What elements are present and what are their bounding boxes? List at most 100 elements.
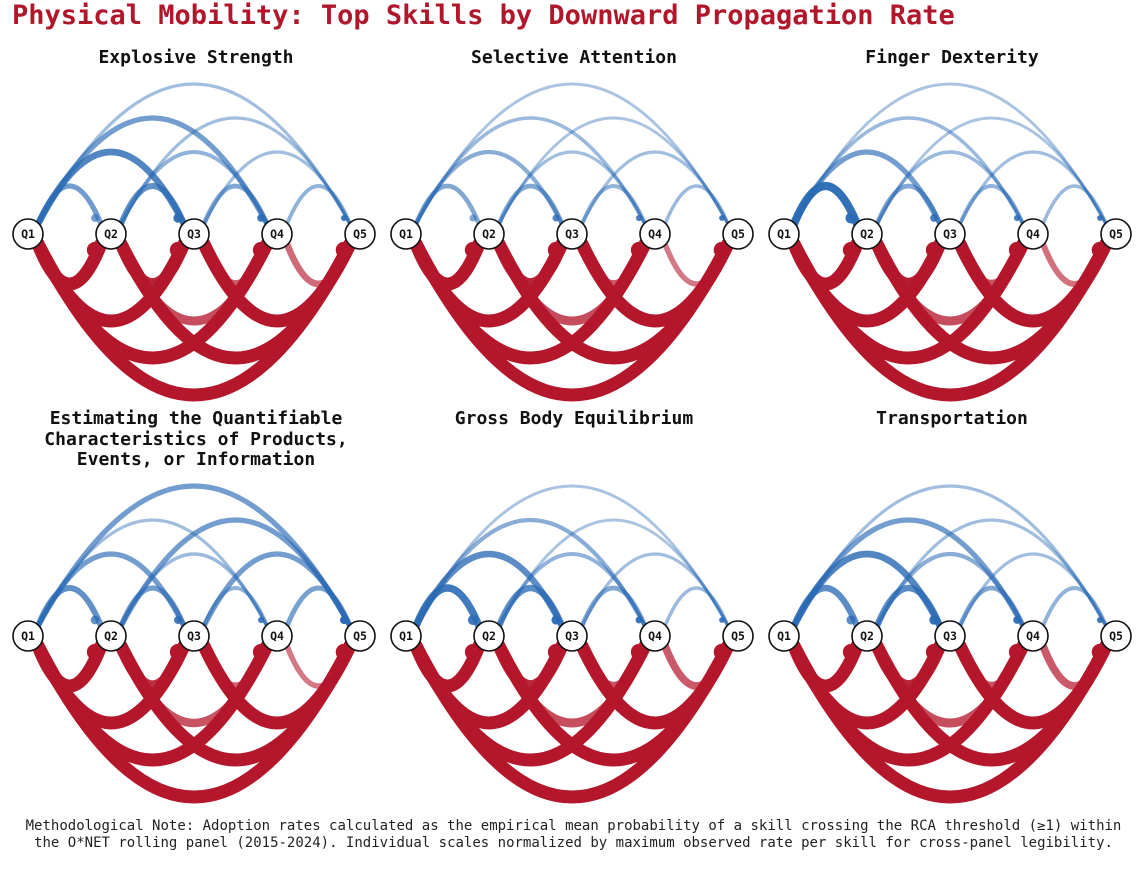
arrowhead-up-q2-q3 <box>552 214 560 222</box>
arc-up-q4-q5 <box>1041 184 1108 226</box>
arrowhead-up-q1-q5 <box>719 617 725 623</box>
arc-up-q4-q5 <box>285 184 352 226</box>
node-q3 <box>934 218 966 250</box>
arrowhead-down-q4-q5 <box>716 646 728 658</box>
node-q1 <box>390 218 422 250</box>
node-label-q5: Q5 <box>353 629 367 643</box>
node-q3 <box>556 218 588 250</box>
panel-2: Q1 Q2 Q3 Q4 Q5 <box>390 82 754 402</box>
arc-down-q4-q5 <box>1039 642 1110 690</box>
arc-down-q3-q4 <box>578 240 649 288</box>
node-label-q2: Q2 <box>860 227 874 241</box>
node-label-q2: Q2 <box>860 629 874 643</box>
arc-up-q4-q5 <box>663 184 730 226</box>
arc-up-q4-q5 <box>284 585 353 629</box>
arc-down-q2-q3 <box>493 640 568 692</box>
methodology-footnote: Methodological Note: Adoption rates calc… <box>25 818 1122 851</box>
node-q2 <box>95 218 127 250</box>
arrowhead-down-q4-q5 <box>1094 646 1106 658</box>
arrowhead-up-q1-q2 <box>845 212 857 224</box>
node-q3 <box>556 620 588 652</box>
arrowhead-up-q2-q3 <box>174 616 182 624</box>
arrowhead-down-q1-q2 <box>464 643 482 661</box>
node-label-q4: Q4 <box>1026 227 1040 241</box>
arrowhead-up-q3-q5 <box>719 215 725 221</box>
arc-down-q3-q4 <box>577 641 650 691</box>
arc-down-q4-q5 <box>662 241 731 287</box>
arc-up-q3-q4 <box>202 586 269 628</box>
node-q2 <box>851 620 883 652</box>
arrowhead-down-q1-q2 <box>86 643 104 661</box>
node-q5 <box>1100 218 1132 250</box>
arc-up-q3-q4 <box>580 184 647 226</box>
node-label-q2: Q2 <box>482 629 496 643</box>
node-label-q5: Q5 <box>353 227 367 241</box>
arrowhead-down-q3-q4 <box>1011 646 1023 658</box>
arrowhead-up-q3-q5 <box>719 617 725 623</box>
node-q1 <box>768 218 800 250</box>
arrowhead-down-q2-q3 <box>548 242 564 258</box>
panel-title-selective-attention: Selective Attention <box>471 47 677 68</box>
arc-down-q4-q5 <box>661 642 732 690</box>
arc-up-q2-q3 <box>496 183 565 227</box>
node-label-q4: Q4 <box>270 629 284 643</box>
node-label-q1: Q1 <box>399 629 413 643</box>
arc-up-q1-q2 <box>413 183 482 227</box>
node-q2 <box>851 218 883 250</box>
arc-down-q2-q3 <box>115 238 190 290</box>
panel-5: Q1 Q2 Q3 Q4 Q5 <box>390 484 754 804</box>
node-label-q2: Q2 <box>482 227 496 241</box>
node-q1 <box>12 620 44 652</box>
node-q1 <box>390 620 422 652</box>
node-label-q3: Q3 <box>187 227 201 241</box>
arc-down-q3-q4 <box>200 240 271 288</box>
arrowhead-down-q3-q4 <box>1011 244 1023 256</box>
arc-up-q2-q3 <box>873 584 944 630</box>
arrowhead-up-q4-q5 <box>1097 215 1103 221</box>
node-q5 <box>722 620 754 652</box>
arc-down-q2-q3 <box>871 640 946 692</box>
arc-down-q1-q2 <box>787 639 864 693</box>
arc-up-q3-q4 <box>958 184 1025 226</box>
arc-down-q2-q3 <box>115 640 190 692</box>
panel-3: Q1 Q2 Q3 Q4 Q5 <box>768 82 1132 402</box>
panel-title-estimating-quantifiable: Estimating the Quantifiable Characterist… <box>44 408 348 470</box>
arc-down-q3-q4 <box>955 641 1028 691</box>
arc-up-q3-q4 <box>579 585 648 629</box>
node-q4 <box>1017 620 1049 652</box>
node-q2 <box>95 620 127 652</box>
arrowhead-up-q2-q5 <box>1097 215 1103 221</box>
arrowhead-down-q1-q2 <box>842 643 860 661</box>
panel-1: Q1 Q2 Q3 Q4 Q5 <box>12 82 376 402</box>
node-label-q1: Q1 <box>21 227 35 241</box>
arrowhead-down-q2-q3 <box>548 644 564 660</box>
arc-up-q2-q3 <box>118 585 187 629</box>
node-label-q4: Q4 <box>648 227 662 241</box>
arrowhead-up-q3-q4 <box>635 214 643 222</box>
node-q1 <box>12 218 44 250</box>
node-label-q1: Q1 <box>21 629 35 643</box>
arrowhead-down-q2-q3 <box>170 644 186 660</box>
arrowhead-down-q2-q3 <box>170 242 186 258</box>
panel-4: Q1 Q2 Q3 Q4 Q5 <box>12 483 376 804</box>
arrowhead-up-q3-q4 <box>257 616 265 624</box>
panel-title-explosive-strength: Explosive Strength <box>98 47 294 68</box>
arrowhead-up-q2-q5 <box>719 617 725 623</box>
arc-down-q3-q4 <box>200 642 271 690</box>
node-q1 <box>768 620 800 652</box>
arc-down-q4-q5 <box>284 643 353 689</box>
arrowhead-down-q4-q5 <box>339 245 349 255</box>
arc-down-q1-q2 <box>409 237 486 291</box>
arc-down-q1-q2 <box>31 237 108 291</box>
node-label-q3: Q3 <box>943 227 957 241</box>
arrowhead-down-q3-q4 <box>633 244 645 256</box>
node-label-q4: Q4 <box>648 629 662 643</box>
arrowhead-down-q3-q4 <box>256 647 266 657</box>
arc-down-q4-q5 <box>1039 240 1110 287</box>
node-label-q3: Q3 <box>565 629 579 643</box>
arrowhead-up-q1-q5 <box>1097 215 1103 221</box>
arrowhead-up-q1-q2 <box>91 214 99 222</box>
node-q5 <box>344 218 376 250</box>
arrowhead-up-q4-q5 <box>1096 616 1104 624</box>
